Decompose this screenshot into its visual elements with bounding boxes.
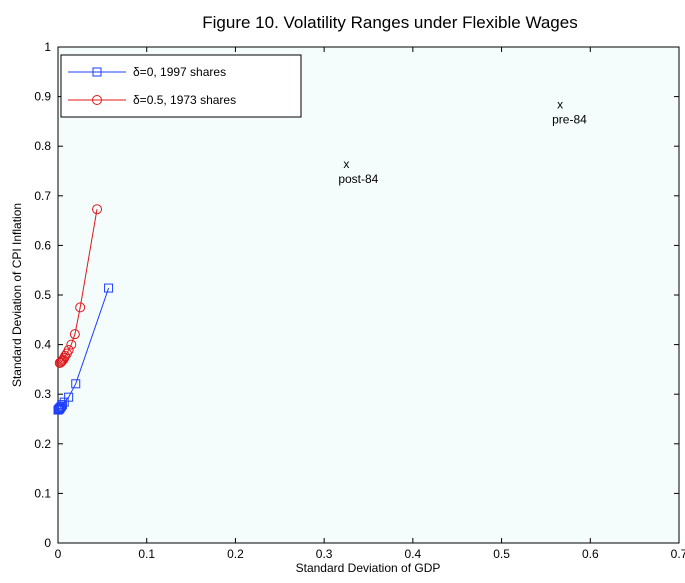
y-tick-label: 0.5 bbox=[34, 288, 51, 302]
y-tick-label: 1 bbox=[44, 40, 51, 54]
series-layer bbox=[53, 204, 114, 415]
x-tick-label: 0 bbox=[55, 547, 62, 561]
x-tick-label: 0.4 bbox=[405, 547, 422, 561]
circle-marker bbox=[58, 354, 69, 365]
y-tick-label: 0.7 bbox=[34, 189, 51, 203]
legend-item: δ=0, 1997 shares bbox=[68, 65, 226, 79]
axis-ticks: 0 0.1 0.2 0.3 0.4 0.5 0.6 0.7 0 0.1 0.2 0.3 0.4 0.5 0.… bbox=[34, 40, 685, 561]
annotation-label: post-84 bbox=[338, 172, 378, 186]
annotation-marker: x bbox=[557, 97, 563, 111]
legend: δ=0, 1997 shares δ=0.5, 1973 shares bbox=[60, 54, 302, 118]
circle-marker bbox=[66, 339, 77, 350]
chart-title: Figure 10. Volatility Ranges under Flexi… bbox=[202, 13, 577, 32]
y-tick-label: 0.1 bbox=[34, 486, 51, 500]
series-group bbox=[54, 204, 103, 368]
legend-label: δ=0.5, 1973 shares bbox=[133, 93, 236, 107]
annotation-marker: x bbox=[343, 157, 349, 171]
y-axis-label: Standard Deviation of CPI Inflation bbox=[10, 203, 24, 387]
x-tick-label: 0.2 bbox=[227, 547, 244, 561]
legend-label: δ=0, 1997 shares bbox=[133, 65, 226, 79]
square-marker bbox=[53, 405, 63, 415]
y-tick-label: 0.2 bbox=[34, 437, 51, 451]
square-marker bbox=[56, 402, 66, 412]
circle-marker bbox=[92, 95, 102, 105]
y-tick-label: 0.3 bbox=[34, 387, 51, 401]
annotation-label: pre-84 bbox=[552, 112, 587, 126]
x-tick-label: 0.3 bbox=[316, 547, 333, 561]
x-tick-label: 0.7 bbox=[671, 547, 685, 561]
x-axis-label: Standard Deviation of GDP bbox=[296, 561, 441, 575]
x-tick-label: 0.6 bbox=[582, 547, 599, 561]
legend-item: δ=0.5, 1973 shares bbox=[68, 93, 236, 107]
y-tick-label: 0 bbox=[44, 536, 51, 550]
x-tick-label: 0.1 bbox=[138, 547, 155, 561]
y-tick-label: 0.9 bbox=[34, 90, 51, 104]
y-tick-label: 0.8 bbox=[34, 139, 51, 153]
circle-marker bbox=[54, 357, 65, 368]
plot-area bbox=[57, 46, 680, 544]
legend-box bbox=[60, 54, 302, 118]
circle-marker bbox=[75, 302, 86, 313]
circle-marker bbox=[69, 329, 80, 340]
circle-marker bbox=[56, 356, 67, 367]
y-tick-label: 0.6 bbox=[34, 238, 51, 252]
square-marker bbox=[71, 379, 81, 389]
x-tick-label: 0.5 bbox=[493, 547, 510, 561]
square-marker bbox=[104, 283, 114, 293]
square-marker bbox=[92, 67, 102, 77]
series-group bbox=[53, 283, 114, 415]
y-tick-label: 0.4 bbox=[34, 338, 51, 352]
circle-marker bbox=[92, 204, 103, 215]
circle-marker bbox=[57, 355, 68, 366]
